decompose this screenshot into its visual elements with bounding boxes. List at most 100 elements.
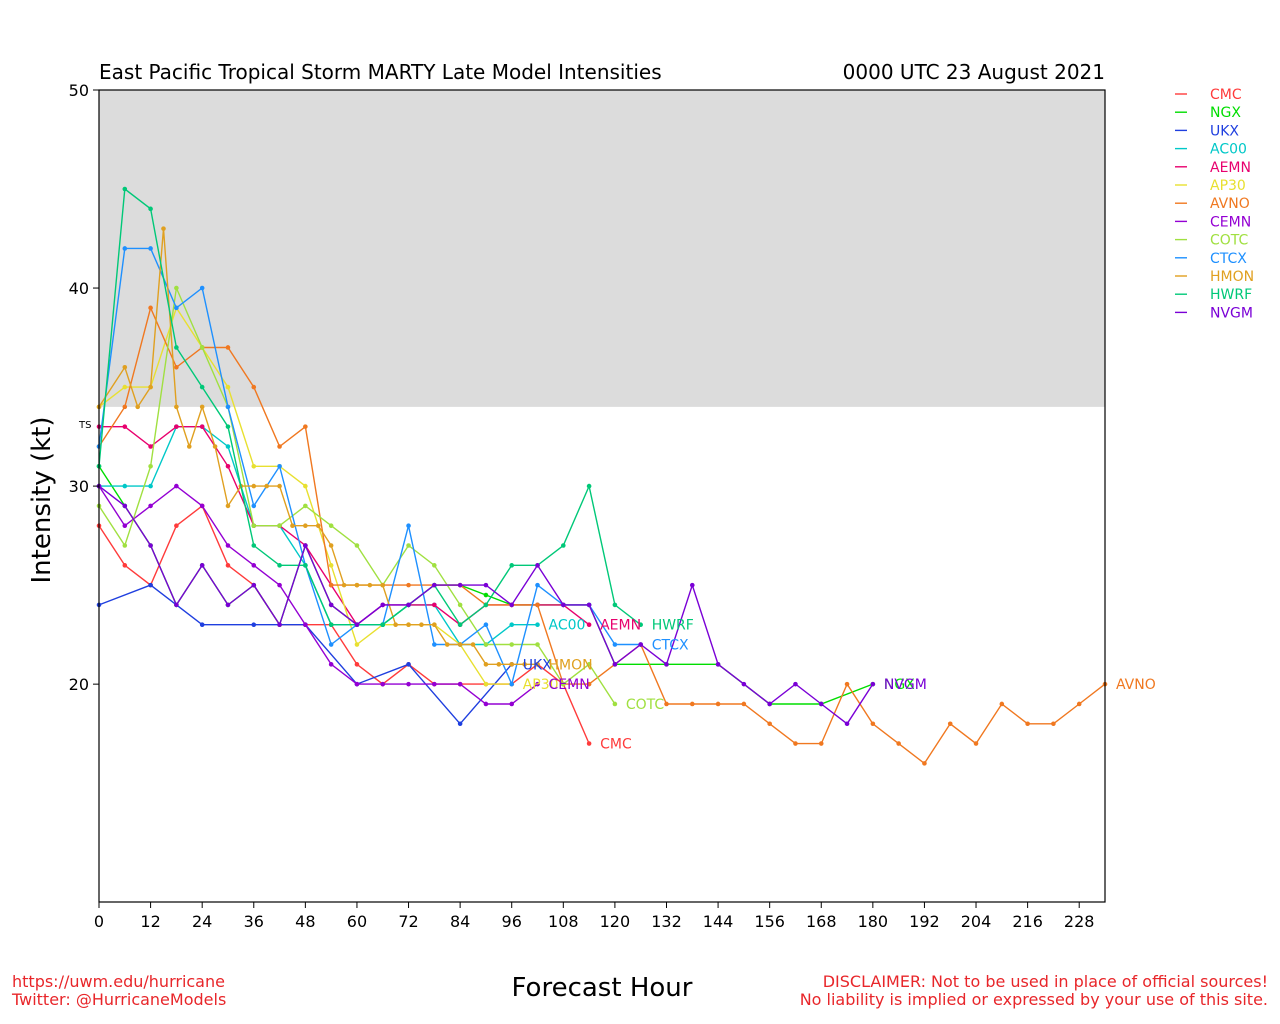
data-point bbox=[896, 741, 901, 746]
series-line bbox=[98, 485, 538, 705]
x-tick-label: 108 bbox=[548, 912, 579, 931]
series-line bbox=[98, 305, 1106, 765]
series-line bbox=[98, 228, 538, 665]
data-point bbox=[303, 483, 308, 489]
data-point bbox=[277, 563, 282, 568]
data-point bbox=[122, 404, 128, 410]
x-tick-label: 168 bbox=[806, 912, 837, 931]
data-point bbox=[689, 582, 695, 588]
data-point bbox=[561, 681, 566, 687]
series-end-label: CMC bbox=[600, 737, 632, 753]
data-point bbox=[225, 543, 231, 548]
data-point bbox=[122, 483, 128, 489]
data-point bbox=[135, 404, 140, 410]
data-point bbox=[638, 642, 643, 647]
footer-url-link[interactable]: https://uwm.edu/hurricane bbox=[12, 972, 225, 991]
data-point bbox=[122, 523, 128, 529]
data-point bbox=[328, 563, 334, 568]
data-point bbox=[1025, 721, 1030, 727]
legend-entry: CMC bbox=[1210, 87, 1242, 103]
data-point bbox=[496, 662, 502, 667]
data-point bbox=[328, 642, 334, 647]
x-tick-label: 24 bbox=[192, 912, 212, 931]
data-point bbox=[225, 404, 231, 410]
ts-label: TS bbox=[78, 420, 91, 431]
data-point bbox=[561, 543, 566, 548]
data-point bbox=[715, 662, 721, 667]
data-point bbox=[199, 404, 205, 410]
data-point bbox=[122, 186, 128, 192]
series-end-label: AP30 bbox=[523, 677, 559, 693]
data-point bbox=[483, 701, 489, 707]
plot-frame bbox=[98, 89, 1106, 903]
data-point bbox=[509, 681, 515, 687]
x-tick-label: 216 bbox=[1012, 912, 1043, 931]
data-point bbox=[432, 681, 437, 687]
data-point bbox=[741, 701, 747, 707]
data-point bbox=[303, 543, 308, 548]
data-point bbox=[406, 622, 411, 628]
x-tick-label: 144 bbox=[703, 912, 734, 931]
data-point bbox=[793, 741, 798, 746]
series-hmon bbox=[96, 226, 540, 667]
x-tick-label: 36 bbox=[244, 912, 264, 931]
data-point bbox=[315, 523, 321, 529]
x-tick-label: 0 bbox=[94, 912, 104, 931]
x-tick-label: 96 bbox=[502, 912, 522, 931]
data-point bbox=[947, 721, 953, 727]
series-end-labels: CMC NGX UKX AC00 AEMN AP30 AVNO CEMN COTC CTCX HMO… bbox=[523, 618, 1156, 753]
x-axis-label: Forecast Hour bbox=[512, 973, 693, 1003]
data-point bbox=[664, 701, 669, 707]
series-ukx bbox=[96, 582, 515, 727]
data-point bbox=[251, 463, 257, 469]
data-point bbox=[457, 642, 463, 647]
data-point bbox=[225, 424, 231, 429]
data-point bbox=[406, 602, 411, 608]
data-point bbox=[432, 622, 437, 628]
data-point bbox=[380, 582, 386, 588]
data-point bbox=[122, 364, 128, 370]
data-point bbox=[664, 662, 669, 667]
data-point bbox=[406, 523, 411, 529]
data-point bbox=[586, 622, 592, 628]
data-point bbox=[741, 681, 747, 687]
data-point bbox=[380, 681, 386, 687]
data-point bbox=[251, 622, 257, 628]
data-point bbox=[406, 582, 411, 588]
data-point bbox=[535, 622, 540, 628]
data-point bbox=[844, 681, 850, 687]
data-point bbox=[586, 741, 592, 746]
data-point bbox=[174, 305, 179, 311]
data-point bbox=[535, 642, 540, 647]
data-point bbox=[432, 563, 437, 568]
data-point bbox=[483, 582, 489, 588]
data-point bbox=[122, 563, 128, 568]
x-tick-label: 132 bbox=[651, 912, 682, 931]
data-point bbox=[303, 503, 308, 509]
data-point bbox=[432, 642, 437, 647]
data-point bbox=[432, 602, 437, 608]
data-point bbox=[612, 701, 618, 707]
data-point bbox=[380, 622, 386, 628]
series-end-label: CEMN bbox=[549, 677, 590, 693]
data-point bbox=[509, 662, 515, 667]
x-tick-label: 204 bbox=[961, 912, 992, 931]
data-point bbox=[457, 681, 463, 687]
chart-marks bbox=[96, 186, 1108, 766]
data-point bbox=[483, 662, 489, 667]
legend-entry: HWRF bbox=[1210, 287, 1252, 303]
data-point bbox=[483, 642, 489, 647]
data-point bbox=[354, 681, 360, 687]
data-point bbox=[225, 444, 231, 449]
legend-entry: COTC bbox=[1210, 233, 1249, 249]
data-point bbox=[818, 701, 824, 707]
x-tick-label: 60 bbox=[347, 912, 367, 931]
data-point bbox=[303, 622, 308, 628]
data-point bbox=[328, 602, 334, 608]
data-point bbox=[870, 721, 876, 727]
data-point bbox=[174, 602, 179, 608]
data-point bbox=[586, 681, 592, 687]
data-point bbox=[251, 523, 257, 529]
series-end-label: AVNO bbox=[1116, 677, 1156, 693]
